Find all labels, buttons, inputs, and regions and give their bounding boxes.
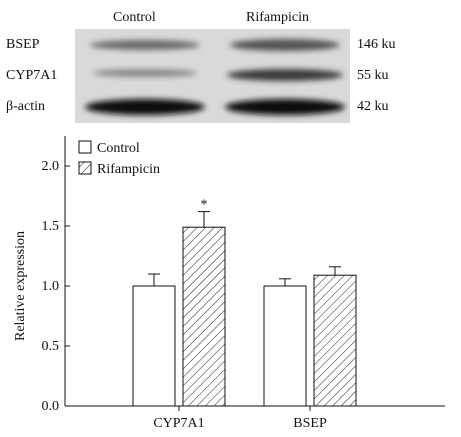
legend-label: Rifampicin bbox=[97, 162, 160, 177]
band-cyp7a1-rifampicin bbox=[227, 69, 343, 81]
blot-size-bsep: 146 ku bbox=[357, 37, 396, 52]
bar bbox=[182, 226, 226, 407]
x-tick-label: CYP7A1 bbox=[153, 416, 204, 431]
blot-label-cyp7a1: CYP7A1 bbox=[6, 68, 58, 83]
legend-label: Control bbox=[97, 141, 140, 156]
bars: * bbox=[132, 198, 357, 407]
bar bbox=[263, 285, 307, 407]
bar bbox=[132, 285, 176, 407]
legend: Control Rifampicin bbox=[78, 140, 160, 177]
legend-swatch bbox=[78, 140, 92, 154]
blot-label-bsep: BSEP bbox=[6, 37, 40, 52]
blot-header-rifampicin: Rifampicin bbox=[246, 10, 309, 25]
blot-strip-bsep bbox=[75, 29, 350, 61]
bar bbox=[313, 274, 357, 407]
y-axis-label: Relative expression bbox=[13, 231, 28, 341]
y-tick-label: 1.0 bbox=[42, 279, 60, 294]
blot-bands-beta-actin bbox=[85, 99, 345, 115]
band-bsep-rifampicin bbox=[230, 39, 340, 51]
blot-bands-cyp7a1 bbox=[93, 69, 343, 81]
blot-strip-cyp7a1 bbox=[75, 60, 350, 92]
blot-bands-bsep bbox=[90, 39, 340, 51]
blot-header-control: Control bbox=[113, 10, 156, 25]
blot-strip-beta-actin bbox=[75, 91, 350, 123]
blot-size-beta-actin: 42 ku bbox=[357, 99, 389, 114]
y-tick-label: 1.5 bbox=[42, 219, 60, 234]
y-tick-label: 0.5 bbox=[42, 339, 60, 354]
blot-label-beta-actin: β-actin bbox=[6, 99, 45, 114]
axes: 0.0 0.5 1.0 1.5 2.0 CYP7A1 BSEP bbox=[42, 136, 445, 431]
y-tick-label: 2.0 bbox=[42, 159, 60, 174]
band-bsep-control bbox=[90, 40, 200, 50]
significance-marker: * bbox=[201, 198, 208, 213]
y-tick-label: 0.0 bbox=[42, 399, 60, 414]
x-tick-label: BSEP bbox=[293, 416, 327, 431]
band-actin-control bbox=[85, 99, 205, 115]
blot-size-cyp7a1: 55 ku bbox=[357, 68, 389, 83]
band-cyp7a1-control bbox=[93, 69, 197, 77]
band-actin-rifampicin bbox=[225, 99, 345, 115]
legend-swatch bbox=[78, 161, 92, 175]
